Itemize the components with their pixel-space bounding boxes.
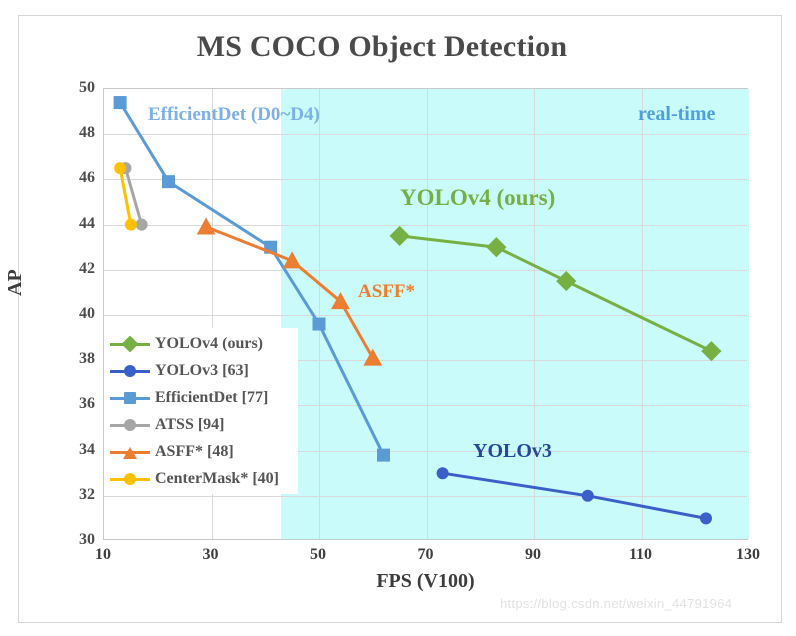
series-line [442, 471, 707, 520]
data-point-marker [162, 175, 175, 189]
gridline-horizontal [104, 179, 747, 181]
series-line [205, 225, 375, 359]
data-series-layer [113, 96, 722, 525]
y-axis-label: AP [4, 269, 26, 296]
gridline-horizontal [104, 269, 747, 271]
legend-item-yolov4-ours[interactable]: YOLOv4 (ours) [104, 330, 298, 357]
legend-label: CenterMask* [40] [155, 469, 279, 487]
legend-marker-square-icon [124, 391, 136, 404]
data-point-marker [486, 237, 507, 258]
data-point-marker [124, 218, 137, 231]
chart-title: MS COCO Object Detection [196, 30, 568, 63]
data-point-marker [363, 348, 383, 366]
y-tick-label: 38 [79, 350, 95, 368]
legend-label: ATSS [94] [155, 415, 225, 433]
legend-swatch-triangle-icon [110, 445, 150, 459]
legend-swatch-circle-icon [110, 364, 150, 378]
series-centermask-40 [114, 162, 137, 231]
y-tick-label: 40 [79, 305, 95, 322]
annotation-yolov4: YOLOv4 (ours) [400, 185, 556, 210]
gridline-vertical [534, 89, 535, 539]
legend-marker-circle-icon [124, 418, 136, 431]
series-line [124, 167, 144, 226]
data-point-marker [556, 271, 577, 292]
data-point-marker [312, 317, 326, 331]
annotation-asff: ASFF* [358, 281, 415, 302]
x-tick-label: 110 [628, 546, 653, 563]
annotation-yolov3: YOLOv3 [473, 440, 552, 462]
x-tick-label: 50 [310, 546, 326, 563]
series-efficientdet-77 [113, 96, 390, 462]
legend-swatch-circle-icon [110, 418, 150, 432]
gridline-horizontal [104, 224, 747, 226]
data-point-marker [114, 162, 127, 175]
data-point-marker [701, 341, 722, 362]
gridline-vertical [641, 89, 643, 539]
series-line [399, 234, 713, 353]
y-tick-label: 30 [79, 531, 95, 548]
y-tick-label: 48 [79, 124, 95, 142]
data-point-marker [700, 512, 712, 525]
gridline-horizontal [104, 450, 747, 452]
legend-marker-diamond-icon [121, 335, 139, 352]
legend-label: ASFF* [48] [155, 442, 234, 460]
y-tick-label: 44 [79, 214, 95, 232]
legend-label: YOLOv3 [63] [155, 361, 249, 379]
gridline-horizontal [104, 495, 747, 497]
data-point-marker [282, 251, 302, 269]
series-line [118, 167, 133, 225]
y-tick-label: 34 [79, 440, 95, 458]
y-tick-label: 50 [79, 79, 95, 96]
gridline-horizontal [104, 134, 747, 136]
watermark-text: https://blog.csdn.net/weixin_44791964 [500, 596, 733, 611]
x-tick-label: 130 [736, 546, 760, 563]
legend-label: YOLOv4 (ours) [155, 334, 263, 352]
legend-label: EfficientDet [77] [155, 388, 269, 406]
data-point-marker [389, 225, 410, 246]
data-point-marker [113, 96, 127, 110]
data-point-marker [377, 448, 390, 462]
legend-swatch-diamond-icon [110, 335, 150, 352]
legend-marker-triangle-icon [123, 446, 137, 459]
legend-item-efficientdet-77[interactable]: EfficientDet [77] [104, 384, 298, 411]
series-asff-48 [196, 217, 383, 366]
gridline-horizontal [104, 360, 747, 362]
legend-swatch-square-icon [110, 391, 150, 405]
series-yolov3-63 [436, 467, 712, 525]
legend-swatch-circle-icon [110, 472, 150, 486]
legend-item-yolov3-63[interactable]: YOLOv3 [63] [104, 357, 298, 384]
x-tick-label: 70 [417, 546, 434, 563]
y-tick-label: 42 [79, 259, 95, 277]
legend-item-atss-94[interactable]: ATSS [94] [104, 411, 298, 438]
gridline-vertical [211, 89, 213, 539]
real-time-shaded-region [281, 89, 749, 539]
chart-legend: YOLOv4 (ours) YOLOv3 [63] EfficientDet [77… [104, 328, 298, 494]
x-tick-label: 30 [202, 546, 219, 563]
gridline-horizontal [104, 315, 747, 316]
data-point-marker [581, 489, 594, 502]
data-point-marker [196, 217, 216, 235]
annotation-efficientdet: EfficientDet (D0~D4) [148, 104, 320, 125]
x-axis-label: FPS (V100) [376, 570, 475, 592]
y-tick-label: 36 [79, 395, 95, 413]
gridline-vertical [426, 89, 428, 539]
data-point-marker [135, 218, 148, 231]
gridline-horizontal [104, 405, 747, 407]
gridline-vertical [319, 89, 320, 539]
x-tick-label: 10 [95, 546, 111, 563]
series-yolov4-ours [389, 225, 722, 362]
annotation-real-time: real-time [638, 103, 716, 125]
y-tick-label: 32 [79, 485, 95, 503]
y-tick-label: 46 [79, 169, 95, 187]
legend-item-centermask-40[interactable]: CenterMask* [40] [104, 465, 298, 492]
data-point-marker [331, 292, 350, 310]
x-tick-label: 90 [525, 546, 541, 563]
legend-marker-circle-icon [124, 472, 136, 485]
data-point-marker [436, 467, 449, 480]
legend-item-asff-48[interactable]: ASFF* [48] [104, 438, 298, 465]
legend-marker-circle-icon [124, 364, 136, 377]
